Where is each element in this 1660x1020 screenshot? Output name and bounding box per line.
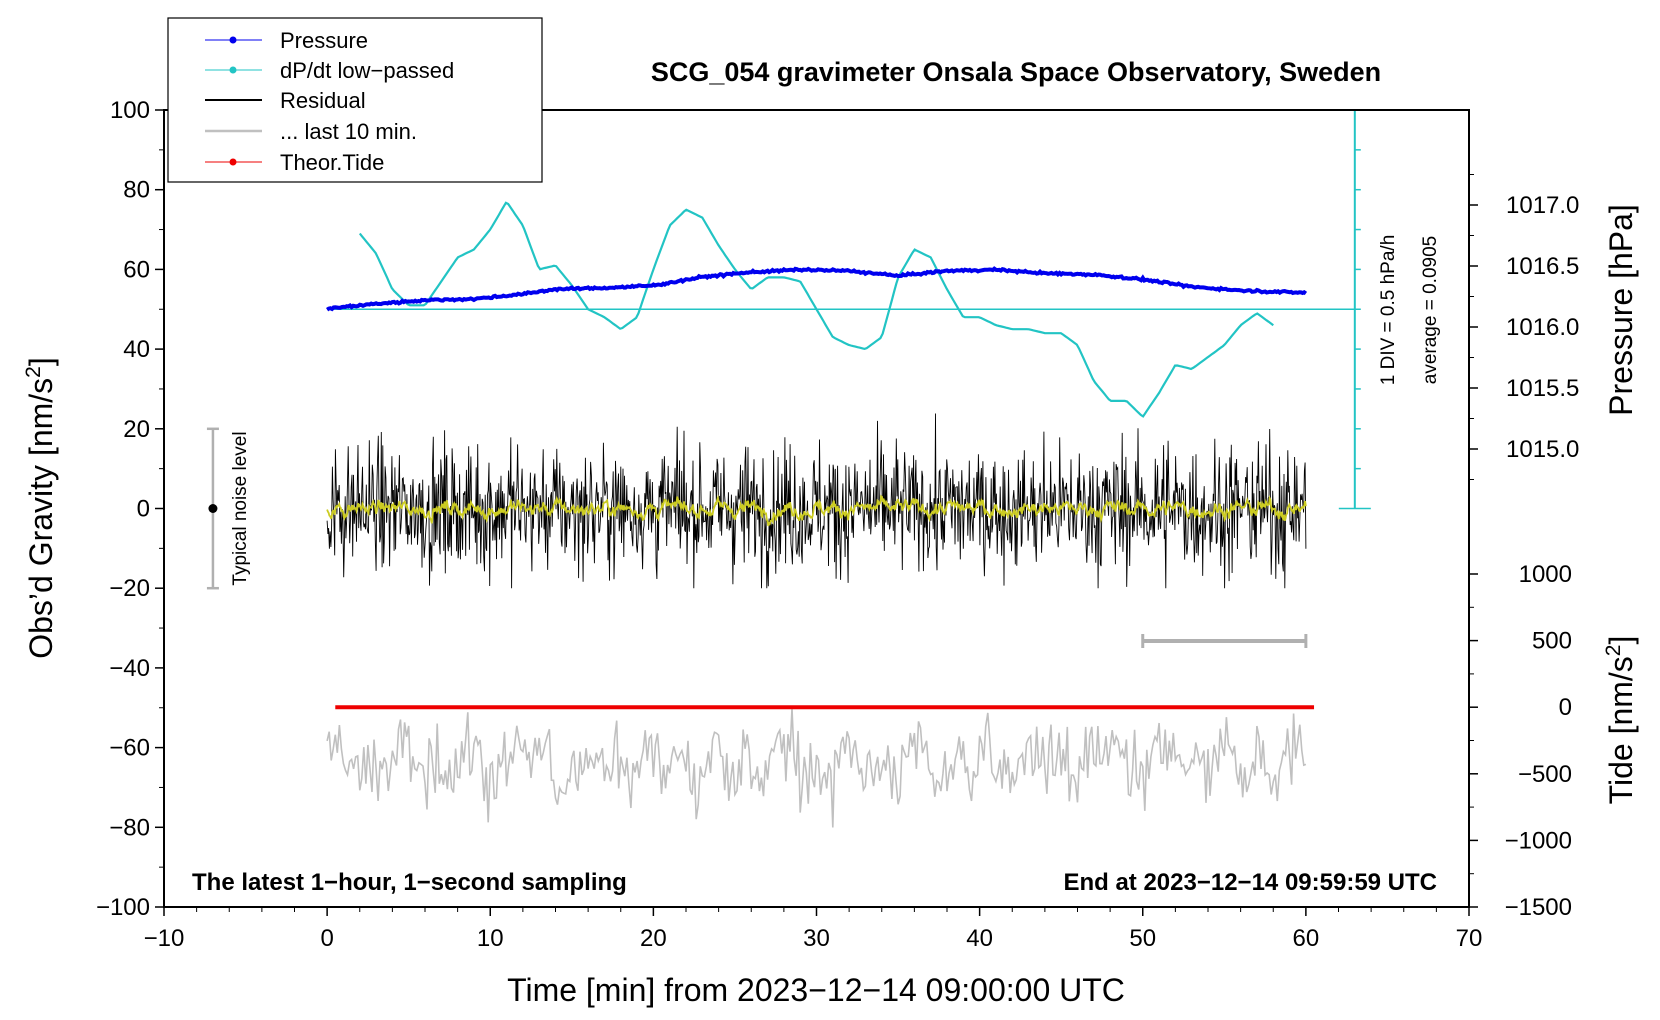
legend-label-pressure: Pressure	[280, 28, 368, 53]
tide-tick-label: −1500	[1505, 894, 1572, 921]
pressure-tick-label: 1015.5	[1506, 375, 1579, 402]
pressure-tick-label: 1015.0	[1506, 436, 1579, 463]
footer-right-label: End at 2023−12−14 09:59:59 UTC	[1063, 869, 1437, 896]
y-tick-label: 60	[123, 256, 150, 283]
legend-item-last10: ... last 10 min.	[205, 119, 417, 144]
pressure-axis-label: Pressure [hPa]	[1603, 204, 1639, 416]
x-tick-label: 40	[966, 925, 993, 952]
noise-label: Typical noise level	[230, 431, 251, 585]
y-tick-label: 80	[123, 177, 150, 204]
dpdt-scale-label: 1 DIV = 0.5 hPa/h	[1378, 235, 1399, 386]
y-tick-label: −20	[109, 575, 150, 602]
noise-center-dot	[208, 504, 218, 513]
tide-tick-label: −500	[1518, 761, 1572, 788]
x-tick-label: 30	[803, 925, 830, 952]
x-tick-label: 50	[1129, 925, 1156, 952]
footer-left-label: The latest 1−hour, 1−second sampling	[192, 869, 627, 896]
x-tick-label: −10	[144, 925, 185, 952]
dpdt-average-label: average = 0.0905	[1420, 236, 1441, 384]
legend-label-dpdt: dP/dt low−passed	[280, 58, 454, 83]
tide-tick-label: 1000	[1519, 561, 1572, 588]
dpdt-line	[358, 201, 1274, 418]
y-tick-label: 20	[123, 416, 150, 443]
legend-item-pressure: Pressure	[205, 28, 368, 53]
x-tick-label: 60	[1293, 925, 1320, 952]
legend-item-residual: Residual	[205, 88, 366, 113]
tide-axis-label: Tide [nm/s2]	[1602, 636, 1639, 805]
legend-label-last10: ... last 10 min.	[280, 119, 417, 144]
last-10-min-series	[326, 707, 1307, 828]
x-tick-label: 20	[640, 925, 667, 952]
pressure-tick-label: 1017.0	[1506, 192, 1579, 219]
legend-item-dpdt: dP/dt low−passed	[205, 58, 454, 83]
y-tick-label: −80	[109, 814, 150, 841]
legend-label-tide: Theor.Tide	[280, 150, 384, 175]
y-tick-label: 100	[110, 97, 150, 124]
annotations: Typical noise level 1 DIV = 0.5 hPa/h aver…	[206, 235, 1441, 648]
pressure-series	[326, 266, 1308, 312]
pressure-tick-label: 1016.0	[1506, 314, 1579, 341]
y-tick-label: −100	[96, 894, 150, 921]
x-tick-label: 0	[320, 925, 333, 952]
residual-line	[326, 413, 1307, 589]
tide-tick-label: 0	[1559, 694, 1572, 721]
axes: −10 0 10 20 30 40 50 60 70100806040200−20−40−60−…	[96, 97, 1579, 952]
y-tick-label: 40	[123, 336, 150, 363]
tide-tick-label: 500	[1532, 628, 1572, 655]
legend-dot-dpdt	[229, 66, 237, 74]
pressure-tick-label: 1016.5	[1506, 253, 1579, 280]
legend-label-residual: Residual	[280, 88, 366, 113]
legend-dot-tide	[229, 158, 237, 166]
y-tick-label: 0	[137, 496, 150, 523]
tide-tick-label: −1000	[1505, 827, 1572, 854]
legend-dot-pressure	[229, 36, 237, 44]
x-tick-label: 70	[1456, 925, 1483, 952]
pressure-line	[326, 266, 1308, 312]
legend: Pressure dP/dt low−passed Residual ... l…	[167, 17, 543, 183]
last-10-min-line	[326, 707, 1307, 828]
x-axis-label: Time [min] from 2023−12−14 09:00:00 UTC	[507, 972, 1125, 1008]
y-axis-label-left: Obs’d Gravity [nm/s2]	[22, 357, 59, 659]
residual-series	[326, 413, 1307, 589]
x-tick-label: 10	[477, 925, 504, 952]
chart-title: SCG_054 gravimeter Onsala Space Observat…	[651, 57, 1381, 87]
y-tick-label: −60	[109, 735, 150, 762]
dpdt-series	[327, 109, 1371, 510]
residual-smoothed-line	[326, 494, 1307, 527]
y-tick-label: −40	[109, 655, 150, 682]
legend-item-tide: Theor.Tide	[205, 150, 384, 175]
